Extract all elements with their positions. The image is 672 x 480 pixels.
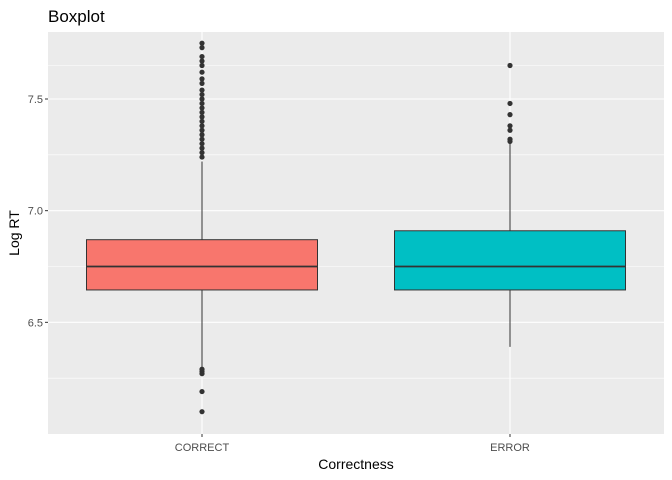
outlier-point — [199, 109, 205, 115]
outlier-point — [199, 132, 205, 138]
outlier-point — [199, 141, 205, 147]
outlier-point — [199, 114, 205, 120]
outlier-point — [199, 409, 205, 415]
outlier-point — [507, 123, 513, 129]
x-axis-title: Correctness — [318, 456, 393, 472]
outlier-point — [199, 87, 205, 93]
outlier-point — [199, 136, 205, 142]
x-tick-label: ERROR — [490, 442, 530, 454]
outlier-point — [199, 371, 205, 377]
outlier-point — [199, 388, 205, 395]
y-tick-label: 7.5 — [28, 94, 43, 106]
x-tick-label: CORRECT — [175, 442, 230, 454]
outlier-point — [199, 69, 205, 75]
outlier-point — [507, 62, 513, 69]
outlier-point — [507, 100, 513, 107]
outlier-point — [199, 80, 205, 86]
outlier-point — [199, 123, 205, 129]
y-tick-label: 6.5 — [28, 317, 43, 329]
outlier-point — [199, 45, 205, 51]
boxes-layer — [86, 40, 626, 415]
outlier-point — [199, 53, 205, 60]
outlier-point — [507, 112, 513, 118]
outlier-point — [507, 138, 513, 145]
box-error — [394, 230, 626, 291]
outlier-point — [199, 100, 205, 107]
outlier-point — [507, 127, 513, 133]
axes-layer: 6.5 7.0 7.5 CORRECT ERROR — [28, 94, 530, 454]
chart-title: Boxplot — [48, 7, 105, 26]
outlier-point — [199, 62, 205, 69]
outlier-point — [199, 127, 205, 133]
outlier-point — [199, 118, 205, 124]
outlier-point — [199, 40, 205, 46]
y-tick-label: 7.0 — [28, 206, 43, 218]
box-correct — [86, 239, 318, 291]
y-axis-title: Log RT — [6, 210, 22, 256]
outlier-point — [199, 58, 205, 64]
outlier-point — [199, 154, 205, 160]
outlier-point — [199, 150, 205, 156]
outlier-point — [199, 91, 205, 98]
outlier-point — [199, 76, 205, 82]
outlier-point — [199, 105, 205, 111]
outlier-point — [199, 145, 205, 151]
outlier-point — [199, 96, 205, 102]
